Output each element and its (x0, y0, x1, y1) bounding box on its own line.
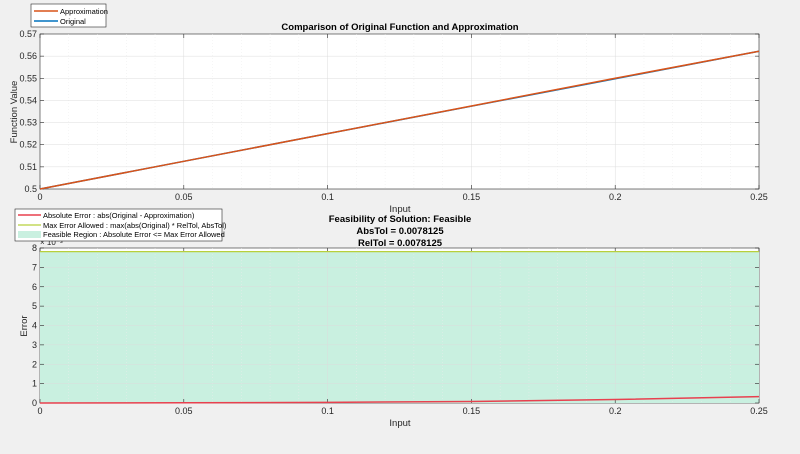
svg-text:0.15: 0.15 (463, 406, 481, 416)
svg-text:0.51: 0.51 (19, 162, 37, 172)
svg-text:0.05: 0.05 (175, 406, 193, 416)
absolute-error-line (39, 395, 760, 404)
svg-text:6: 6 (32, 282, 37, 292)
svg-text:0.2: 0.2 (609, 192, 622, 202)
svg-text:0.05: 0.05 (175, 192, 193, 202)
top-grid (39, 33, 760, 190)
bottom-xlabel: Input (389, 418, 410, 429)
feasible-region-area (40, 251, 759, 403)
bottom-axes: 0 0.05 0.1 0.15 0.2 0.25 0 1 2 3 4 5 6 7 8 × 10⁻³ Feas… (19, 214, 768, 429)
svg-text:0.54: 0.54 (19, 95, 37, 105)
top-title: Comparison of Original Function and Appr… (281, 22, 518, 33)
top-axes: 0 0.05 0.1 0.15 0.2 0.25 0.5 0.51 0.52 0.53 0.54 0.… (9, 22, 768, 215)
svg-text:7: 7 (32, 262, 37, 272)
legend-original: Original (60, 17, 86, 26)
legend-max-error: Max Error Allowed : max(abs(Original) * … (43, 221, 227, 230)
bottom-legend[interactable]: Absolute Error : abs(Original - Approxim… (14, 208, 227, 242)
top-xlabel: Input (389, 204, 410, 215)
svg-text:0.15: 0.15 (463, 192, 481, 202)
svg-text:3: 3 (32, 340, 37, 350)
bottom-grid (39, 247, 760, 404)
top-legend[interactable]: Approximation Original (30, 3, 108, 28)
svg-text:0.53: 0.53 (19, 118, 37, 128)
top-plot-area (39, 33, 760, 190)
top-tick-labels: 0 0.05 0.1 0.15 0.2 0.25 0.5 0.51 0.52 0.53 0.54 0.… (19, 29, 767, 202)
svg-text:0.52: 0.52 (19, 140, 37, 150)
bottom-title: Feasibility of Solution: Feasible (329, 214, 472, 225)
top-ylabel: Function Value (9, 81, 20, 144)
svg-text:0.1: 0.1 (321, 406, 334, 416)
legend-approximation: Approximation (60, 7, 108, 16)
approximation-line (39, 50, 760, 190)
svg-text:1: 1 (32, 379, 37, 389)
bottom-exponent: × 10⁻³ (40, 238, 63, 247)
svg-text:0.5: 0.5 (24, 184, 37, 194)
svg-text:0.55: 0.55 (19, 73, 37, 83)
svg-text:5: 5 (32, 301, 37, 311)
bottom-tick-labels: 0 0.05 0.1 0.15 0.2 0.25 0 1 2 3 4 5 6 7 8 (32, 243, 768, 416)
svg-text:0.25: 0.25 (750, 192, 768, 202)
svg-text:0: 0 (37, 406, 42, 416)
svg-text:0: 0 (37, 192, 42, 202)
bottom-reltol: RelTol = 0.0078125 (358, 238, 443, 249)
svg-text:0.25: 0.25 (750, 406, 768, 416)
svg-text:0: 0 (32, 398, 37, 408)
svg-text:0.57: 0.57 (19, 29, 37, 39)
svg-text:8: 8 (32, 243, 37, 253)
bottom-ylabel: Error (19, 315, 30, 336)
svg-text:0.56: 0.56 (19, 51, 37, 61)
svg-text:0.2: 0.2 (609, 406, 622, 416)
bottom-abstol: AbsTol = 0.0078125 (356, 226, 444, 237)
svg-text:0.1: 0.1 (321, 192, 334, 202)
legend-feasible-region: Feasible Region : Absolute Error <= Max … (43, 230, 225, 239)
svg-text:4: 4 (32, 321, 37, 331)
legend-absolute-error: Absolute Error : abs(Original - Approxim… (43, 211, 195, 220)
svg-text:2: 2 (32, 359, 37, 369)
